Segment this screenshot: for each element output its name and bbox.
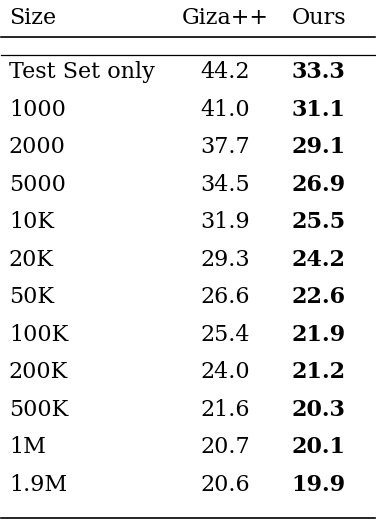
Text: 34.5: 34.5: [200, 174, 250, 196]
Text: 26.6: 26.6: [200, 286, 250, 308]
Text: 26.9: 26.9: [291, 174, 346, 196]
Text: 1000: 1000: [9, 98, 66, 120]
Text: Test Set only: Test Set only: [9, 61, 155, 83]
Text: Giza++: Giza++: [182, 7, 269, 29]
Text: 20.3: 20.3: [292, 399, 346, 421]
Text: 25.4: 25.4: [200, 324, 250, 346]
Text: 31.1: 31.1: [292, 98, 346, 120]
Text: 24.0: 24.0: [200, 361, 250, 383]
Text: 21.6: 21.6: [200, 399, 250, 421]
Text: 37.7: 37.7: [200, 136, 250, 158]
Text: 50K: 50K: [9, 286, 54, 308]
Text: 29.3: 29.3: [200, 249, 250, 271]
Text: 20.7: 20.7: [200, 437, 250, 459]
Text: 29.1: 29.1: [291, 136, 346, 158]
Text: 19.9: 19.9: [291, 474, 346, 496]
Text: 22.6: 22.6: [291, 286, 346, 308]
Text: 20.6: 20.6: [200, 474, 250, 496]
Text: 24.2: 24.2: [292, 249, 346, 271]
Text: 2000: 2000: [9, 136, 66, 158]
Text: 33.3: 33.3: [292, 61, 346, 83]
Text: 1M: 1M: [9, 437, 46, 459]
Text: 44.2: 44.2: [200, 61, 250, 83]
Text: 200K: 200K: [9, 361, 68, 383]
Text: Ours: Ours: [291, 7, 346, 29]
Text: 20K: 20K: [9, 249, 54, 271]
Text: 21.2: 21.2: [291, 361, 346, 383]
Text: 31.9: 31.9: [200, 211, 250, 233]
Text: 100K: 100K: [9, 324, 68, 346]
Text: 25.5: 25.5: [291, 211, 346, 233]
Text: 10K: 10K: [9, 211, 54, 233]
Text: 41.0: 41.0: [200, 98, 250, 120]
Text: 5000: 5000: [9, 174, 66, 196]
Text: 1.9M: 1.9M: [9, 474, 67, 496]
Text: 500K: 500K: [9, 399, 68, 421]
Text: 20.1: 20.1: [292, 437, 346, 459]
Text: Size: Size: [9, 7, 56, 29]
Text: 21.9: 21.9: [291, 324, 346, 346]
